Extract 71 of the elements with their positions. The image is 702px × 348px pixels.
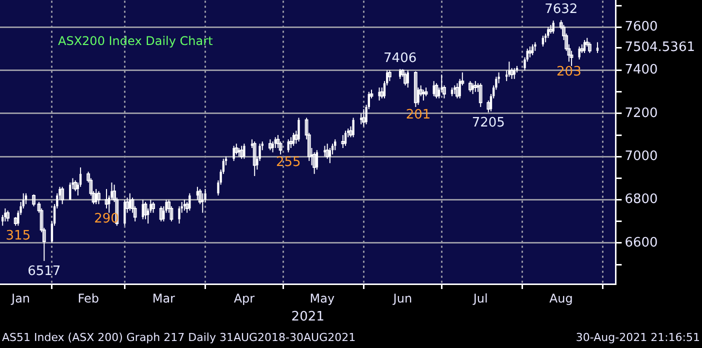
candlestick xyxy=(434,82,438,99)
x-tick-label: Jul xyxy=(472,291,488,306)
candlestick xyxy=(252,141,256,177)
candlestick xyxy=(289,136,293,148)
candlestick xyxy=(268,138,272,151)
candlestick xyxy=(159,206,163,222)
candlestick xyxy=(243,143,246,160)
candlestick xyxy=(316,150,318,170)
candlestick xyxy=(334,138,336,151)
text: AS51 Index (ASX 200) Graph 217 Daily 31AUG2018-30AUG2021 xyxy=(2,331,356,344)
annotation: 7406 xyxy=(384,50,417,66)
candlestick xyxy=(69,182,72,200)
candlestick xyxy=(324,145,326,158)
candlestick xyxy=(326,143,330,160)
y-tick-label: 6800 xyxy=(624,192,658,208)
candlestick xyxy=(398,68,402,80)
candlestick xyxy=(74,180,78,192)
candlestick xyxy=(404,72,407,86)
candlestick xyxy=(196,186,199,200)
candlestick xyxy=(144,201,148,220)
candlestick xyxy=(188,192,191,212)
candlestick xyxy=(97,190,100,205)
x-tick-label: Apr xyxy=(234,291,255,306)
annotation: 315 xyxy=(6,228,31,244)
y-tick-label: 7504.5361 xyxy=(624,40,696,56)
candlestick xyxy=(596,42,599,54)
x-tick-label: Jun xyxy=(392,291,412,306)
candlestick xyxy=(298,117,300,142)
y-tick-label: 7600 xyxy=(624,19,658,34)
y-tick-label: 7200 xyxy=(624,106,658,121)
x-tick-label: Jan xyxy=(10,291,30,306)
x-tick-label: May xyxy=(310,291,335,306)
candlestick xyxy=(531,44,534,56)
candlestick xyxy=(352,117,354,138)
annotation: 7632 xyxy=(544,2,578,18)
text: ASX200 Index Daily Chart xyxy=(58,34,214,48)
candlestick xyxy=(472,82,474,95)
annotation: 7205 xyxy=(472,115,505,130)
y-tick-label: 7400 xyxy=(624,62,658,78)
candlestick xyxy=(6,210,10,222)
candlestick xyxy=(583,40,586,54)
candlestick xyxy=(547,26,550,38)
x-tick-label: Aug xyxy=(549,291,573,306)
candlestick xyxy=(60,186,64,205)
candlestick xyxy=(104,188,108,209)
candlestick xyxy=(528,46,532,58)
y-tick-label: 7000 xyxy=(624,149,658,164)
candlestick xyxy=(32,194,36,207)
y-tick-label: 6600 xyxy=(624,235,658,250)
candlestick xyxy=(142,199,144,220)
x-tick-label: Feb xyxy=(78,291,99,306)
candlestick xyxy=(178,206,180,224)
candlestick xyxy=(232,145,235,162)
candlestick xyxy=(456,82,459,99)
candlestick xyxy=(362,108,366,127)
annotation: 6517 xyxy=(28,264,61,279)
candlestick xyxy=(341,134,345,148)
text: 30-Aug-2021 21:16:51 xyxy=(576,331,700,344)
candlestick xyxy=(542,35,544,48)
candlestick xyxy=(388,70,392,82)
candlestick xyxy=(588,42,592,54)
candlestick xyxy=(183,199,186,212)
candlestick xyxy=(578,46,580,60)
candlestick xyxy=(272,141,274,153)
candlestick xyxy=(124,199,126,226)
x-axis-title: 2021 xyxy=(291,310,324,325)
candlestick xyxy=(328,147,332,164)
annotation: 255 xyxy=(276,155,301,170)
candlestick xyxy=(152,201,155,214)
x-tick-label: Mar xyxy=(152,291,176,306)
candlestick xyxy=(24,192,28,205)
